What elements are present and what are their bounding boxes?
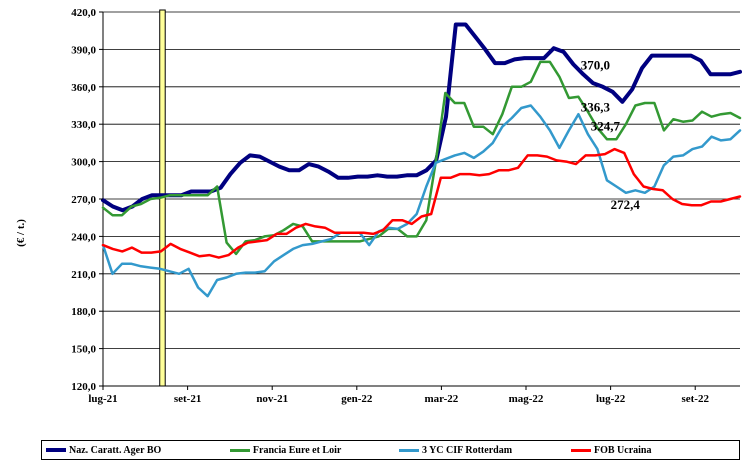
y-tick-label: 330,0 (71, 119, 96, 131)
legend-label: 3 YC CIF Rotterdam (421, 444, 513, 456)
x-tick-label: lug-21 (88, 393, 117, 405)
legend-swatch (229, 448, 250, 452)
y-tick-label: 270,0 (71, 194, 96, 206)
legend-swatch (46, 448, 66, 452)
x-tick-label: set-21 (174, 393, 202, 405)
legend-item: FOB Ucraina (567, 445, 739, 456)
legend-swatch (570, 448, 591, 452)
y-tick-label: 390,0 (71, 44, 96, 56)
data-label: 272,4 (611, 197, 641, 212)
series-line-3-yc-cif-rotterdam (101, 104, 742, 298)
x-tick-label: gen-22 (341, 393, 373, 405)
legend-item: Francia Eure et Loir (226, 445, 395, 456)
data-labels: 370,0 336,3 324,7 272,4 (581, 57, 641, 212)
y-tick-label: 150,0 (71, 344, 96, 356)
series-group (101, 22, 742, 298)
legend-label: Francia Eure et Loir (252, 444, 342, 456)
x-tick-label: mag-22 (509, 393, 544, 405)
y-tick-label: 240,0 (71, 231, 96, 243)
x-tick-label: nov-21 (256, 393, 288, 405)
y-axis-label: (€ / t.) (15, 219, 27, 247)
x-tick-label: set-22 (681, 393, 709, 405)
x-tick-label: mar-22 (425, 393, 459, 405)
legend-label: Naz. Caratt. Ager BO (69, 444, 162, 456)
series-line-fob-ucraina (101, 147, 742, 259)
y-tick-label: 120,0 (71, 381, 96, 393)
y-tick-label: 360,0 (71, 82, 96, 94)
data-label: 370,0 (581, 57, 610, 72)
series-line-naz-caratt-ager-bo (101, 22, 742, 213)
legend-label: FOB Ucraina (593, 444, 652, 456)
line-chart: 120,0 150,0 180,0 210,0 240,0 270,0 300,0 330,0… (15, 7, 742, 405)
y-tick-label: 300,0 (71, 157, 96, 169)
series-line-francia-eure-et-loir (101, 60, 742, 256)
legend-item: Naz. Caratt. Ager BO (42, 445, 226, 456)
tick-labels: 120,0 150,0 180,0 210,0 240,0 270,0 300,0 330,0… (71, 7, 709, 405)
y-tick-label: 420,0 (71, 7, 96, 19)
legend-item: 3 YC CIF Rotterdam (395, 445, 567, 456)
legend-swatch (398, 448, 419, 452)
data-label: 324,7 (591, 118, 621, 133)
x-tick-label: lug-22 (596, 393, 626, 405)
y-tick-label: 180,0 (71, 306, 96, 318)
legend: Naz. Caratt. Ager BO Francia Eure et Loir… (41, 440, 740, 460)
y-tick-label: 210,0 (71, 269, 96, 281)
data-label: 336,3 (581, 100, 611, 115)
